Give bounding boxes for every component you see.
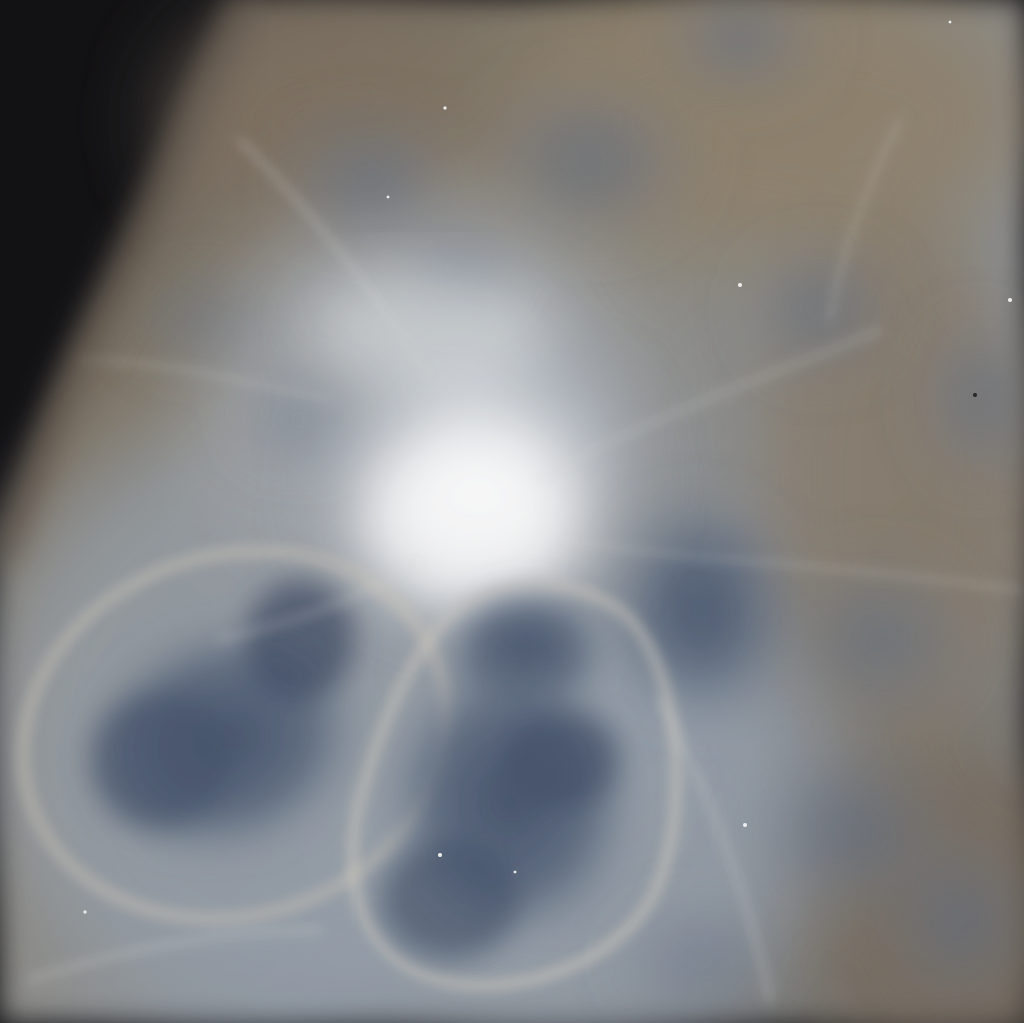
radiograph-view: [0, 0, 1024, 1023]
film-grain: [0, 0, 1024, 1023]
radiograph-image: [0, 0, 1024, 1023]
